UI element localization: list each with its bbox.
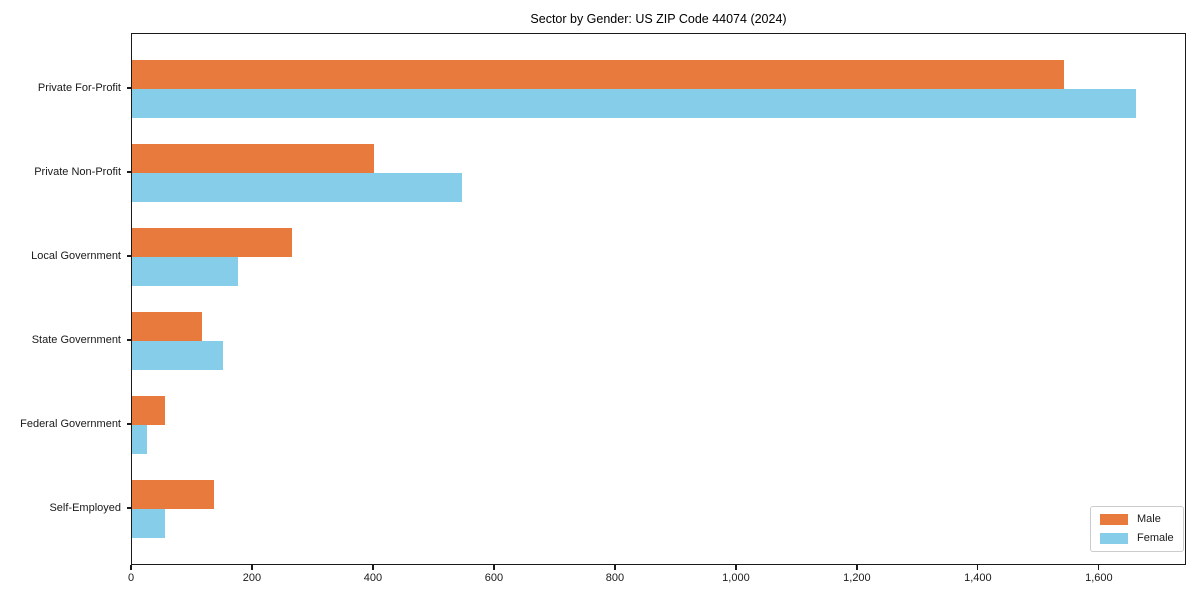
male-bar — [132, 60, 1064, 89]
x-tick-mark — [1098, 565, 1100, 570]
x-tick-mark — [856, 565, 858, 570]
x-tick-mark — [251, 565, 253, 570]
x-tick-mark — [493, 565, 495, 570]
male-bar — [132, 144, 374, 173]
y-tick-mark — [127, 255, 131, 257]
legend-entry: Male — [1100, 513, 1174, 526]
legend-label: Male — [1137, 513, 1161, 525]
male-bar — [132, 480, 214, 509]
legend-male-swatch — [1100, 514, 1128, 525]
legend-female-swatch — [1100, 533, 1128, 544]
x-axis-label: 1,000 — [722, 572, 750, 584]
y-axis-label: Self-Employed — [49, 502, 121, 514]
y-axis-label: Federal Government — [20, 418, 121, 430]
x-axis-label: 200 — [242, 572, 262, 584]
x-axis-label: 800 — [605, 572, 625, 584]
female-bar — [132, 257, 238, 286]
female-bar — [132, 89, 1137, 118]
x-tick-mark — [614, 565, 616, 570]
male-bar — [132, 396, 166, 425]
x-tick-mark — [977, 565, 979, 570]
female-bar — [132, 173, 462, 202]
x-axis-label: 1,400 — [964, 572, 992, 584]
male-bar — [132, 312, 202, 341]
plot-area — [131, 33, 1186, 565]
x-tick-mark — [372, 565, 374, 570]
y-axis-label: Private Non-Profit — [34, 166, 121, 178]
legend-label: Female — [1137, 532, 1174, 544]
legend: Male Female — [1090, 506, 1184, 552]
x-axis-label: 0 — [127, 572, 135, 584]
y-axis-label: State Government — [31, 334, 121, 346]
x-axis-label: 1,600 — [1085, 572, 1113, 584]
x-tick-mark — [130, 565, 132, 570]
y-tick-mark — [127, 171, 131, 173]
legend-entry: Female — [1100, 532, 1174, 545]
female-bar — [132, 425, 148, 454]
y-tick-mark — [127, 87, 131, 89]
chart-title: Sector by Gender: US ZIP Code 44074 (202… — [530, 12, 787, 26]
x-axis-label: 400 — [363, 572, 383, 584]
y-tick-mark — [127, 339, 131, 341]
y-axis-label: Private For-Profit — [37, 82, 121, 94]
x-axis-label: 1,200 — [843, 572, 871, 584]
female-bar — [132, 341, 223, 370]
male-bar — [132, 228, 293, 257]
female-bar — [132, 509, 166, 538]
y-tick-mark — [127, 507, 131, 509]
x-axis-label: 600 — [484, 572, 504, 584]
y-axis-label: Local Government — [31, 250, 121, 262]
y-tick-mark — [127, 423, 131, 425]
x-tick-mark — [735, 565, 737, 570]
